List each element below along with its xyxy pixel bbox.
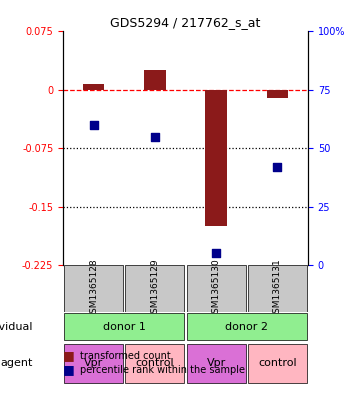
FancyBboxPatch shape: [187, 344, 245, 383]
Point: [274, 164, 280, 170]
Bar: [267, 90, 288, 97]
Text: ■: ■: [63, 363, 75, 376]
Text: ■: ■: [63, 349, 75, 362]
Text: Vpr: Vpr: [84, 358, 103, 369]
Text: GSM1365129: GSM1365129: [150, 258, 159, 319]
FancyBboxPatch shape: [64, 265, 123, 312]
FancyBboxPatch shape: [248, 265, 307, 312]
Text: individual: individual: [0, 322, 33, 332]
Text: transformed count: transformed count: [80, 351, 171, 362]
Text: GSM1365131: GSM1365131: [273, 258, 282, 319]
Text: GSM1365128: GSM1365128: [89, 258, 98, 319]
Text: control: control: [135, 358, 174, 369]
Text: agent: agent: [0, 358, 33, 369]
Point: [91, 122, 97, 128]
Text: donor 2: donor 2: [225, 322, 268, 332]
Point: [152, 133, 158, 140]
Bar: [144, 70, 166, 90]
Point: [213, 250, 219, 257]
Text: GSM1365130: GSM1365130: [212, 258, 220, 319]
Text: donor 1: donor 1: [103, 322, 146, 332]
FancyBboxPatch shape: [125, 344, 184, 383]
Text: percentile rank within the sample: percentile rank within the sample: [80, 365, 245, 375]
Text: control: control: [258, 358, 297, 369]
FancyBboxPatch shape: [187, 265, 245, 312]
FancyBboxPatch shape: [125, 265, 184, 312]
FancyBboxPatch shape: [64, 313, 184, 340]
FancyBboxPatch shape: [64, 344, 123, 383]
Bar: [205, 90, 227, 226]
Text: Vpr: Vpr: [206, 358, 226, 369]
Title: GDS5294 / 217762_s_at: GDS5294 / 217762_s_at: [110, 16, 261, 29]
FancyBboxPatch shape: [248, 344, 307, 383]
Bar: [83, 84, 104, 90]
FancyBboxPatch shape: [187, 313, 307, 340]
